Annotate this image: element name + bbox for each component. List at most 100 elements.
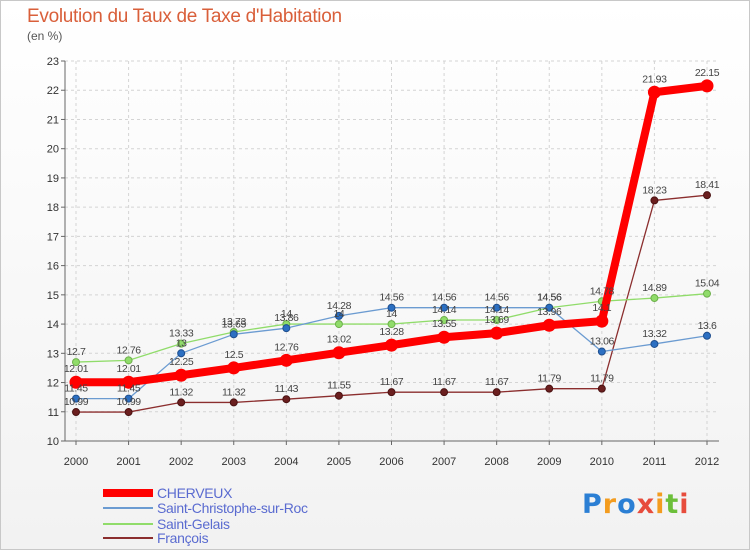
- data-point: [124, 356, 133, 365]
- data-point: [703, 289, 711, 298]
- data-point: [122, 375, 136, 389]
- data-point: [174, 368, 188, 382]
- chart-title: Evolution du Taux de Taxe d'Habitation: [27, 6, 342, 27]
- data-label: 14.56: [485, 292, 510, 304]
- data-label: 11.45: [117, 383, 141, 395]
- legend-item-saint-christophe-sur-roc: Saint-Christophe-sur-Roc: [103, 500, 308, 516]
- data-label: 13.73: [222, 316, 247, 328]
- logo-letter: r: [602, 489, 618, 520]
- y-tick-label: 20: [47, 144, 59, 156]
- data-point: [545, 384, 554, 393]
- data-point: [647, 85, 661, 99]
- x-tick-label: 2004: [274, 456, 298, 468]
- x-tick-label: 2002: [169, 456, 193, 468]
- y-tick-label: 16: [47, 261, 59, 273]
- data-point: [177, 398, 186, 407]
- data-point: [597, 347, 606, 356]
- data-point: [334, 391, 343, 400]
- data-point: [124, 394, 133, 403]
- data-point: [440, 303, 449, 312]
- x-tick-label: 2008: [484, 456, 508, 468]
- data-point: [542, 318, 556, 332]
- data-label: 13.65: [222, 318, 247, 330]
- data-point: [650, 294, 659, 303]
- legend-label: Saint-Christophe-sur-Roc: [157, 500, 308, 516]
- logo-letter: i: [679, 489, 690, 520]
- data-label: 10.99: [116, 396, 141, 408]
- data-label: 11.43: [275, 383, 299, 395]
- data-point: [69, 375, 83, 389]
- data-labels: 10.99 10.99 11.32 11.32 11.43 11.55 11.67 11.67…: [64, 67, 720, 408]
- data-label: 15.04: [695, 278, 720, 290]
- data-label: 14.14: [432, 304, 457, 316]
- x-tick-label: 2012: [695, 456, 719, 468]
- data-label: 13: [176, 337, 187, 349]
- data-point: [440, 315, 449, 324]
- y-tick-label: 18: [47, 202, 59, 214]
- data-point: [387, 388, 396, 397]
- y-tick-label: 12: [47, 378, 59, 390]
- data-label: 14: [333, 308, 344, 320]
- data-label: 14.28: [327, 300, 352, 312]
- data-point: [332, 346, 346, 360]
- data-label: 13.32: [642, 328, 667, 340]
- data-point: [650, 339, 659, 348]
- x-tick-label: 2010: [590, 456, 614, 468]
- data-label: 22.15: [695, 67, 720, 79]
- data-point: [492, 303, 501, 312]
- x-tick-label: 2000: [64, 456, 88, 468]
- data-label: 13.69: [485, 314, 510, 326]
- data-label: 14.56: [432, 292, 457, 304]
- data-label: 13.06: [590, 336, 615, 348]
- y-tick-label: 19: [47, 173, 59, 185]
- data-label: 12.7: [67, 346, 86, 358]
- data-label: 12.01: [116, 363, 141, 375]
- data-label: 13.33: [169, 328, 194, 340]
- data-label: 11.67: [485, 376, 509, 388]
- logo-letter: i: [655, 489, 666, 520]
- y-tick-label: 14: [47, 319, 59, 331]
- data-label: 12.5: [224, 349, 243, 361]
- data-point: [703, 331, 711, 340]
- legend-label: CHERVEUX: [157, 485, 233, 501]
- data-point: [650, 196, 659, 205]
- y-tick-label: 13: [47, 348, 59, 360]
- data-label: 12.25: [169, 356, 194, 368]
- logo-letter: t: [665, 489, 680, 520]
- data-point: [387, 320, 396, 329]
- x-tick-label: 2005: [327, 456, 351, 468]
- data-label: 12.01: [64, 363, 89, 375]
- data-label: 13.02: [327, 334, 352, 346]
- x-tick-label: 2001: [116, 456, 140, 468]
- data-point: [227, 361, 241, 375]
- y-axis-unit: (en %): [27, 29, 63, 43]
- legend-item-francois: François: [103, 530, 209, 546]
- data-label: 11.67: [380, 376, 404, 388]
- x-tick-label: 2009: [537, 456, 561, 468]
- data-point: [492, 388, 501, 397]
- data-point: [700, 79, 714, 93]
- data-label: 13.6: [698, 320, 717, 332]
- data-label: 14.14: [485, 304, 510, 316]
- data-point: [595, 314, 609, 328]
- data-point: [72, 358, 80, 367]
- y-tick-label: 11: [48, 407, 59, 419]
- legend-item-saint-gelais: Saint-Gelais: [103, 516, 230, 532]
- data-point: [279, 353, 293, 367]
- axes: 10 11 12 13 14 15 16 17 18 19 20 21 22 23 2000 2001 2002…: [47, 56, 719, 468]
- data-label: 14: [281, 308, 292, 320]
- data-label: 12.76: [116, 344, 141, 356]
- data-label: 11.45: [64, 383, 88, 395]
- data-label: 14.56: [379, 292, 404, 304]
- y-tick-label: 15: [47, 290, 59, 302]
- data-point: [385, 338, 398, 352]
- legend-swatch: [103, 507, 153, 509]
- grid-lines: [65, 60, 719, 442]
- data-label: 14.56: [537, 292, 562, 304]
- data-point: [545, 303, 554, 312]
- data-label: 13.55: [432, 318, 457, 330]
- data-label: 14.56: [537, 292, 562, 304]
- data-label: 11.79: [590, 373, 614, 385]
